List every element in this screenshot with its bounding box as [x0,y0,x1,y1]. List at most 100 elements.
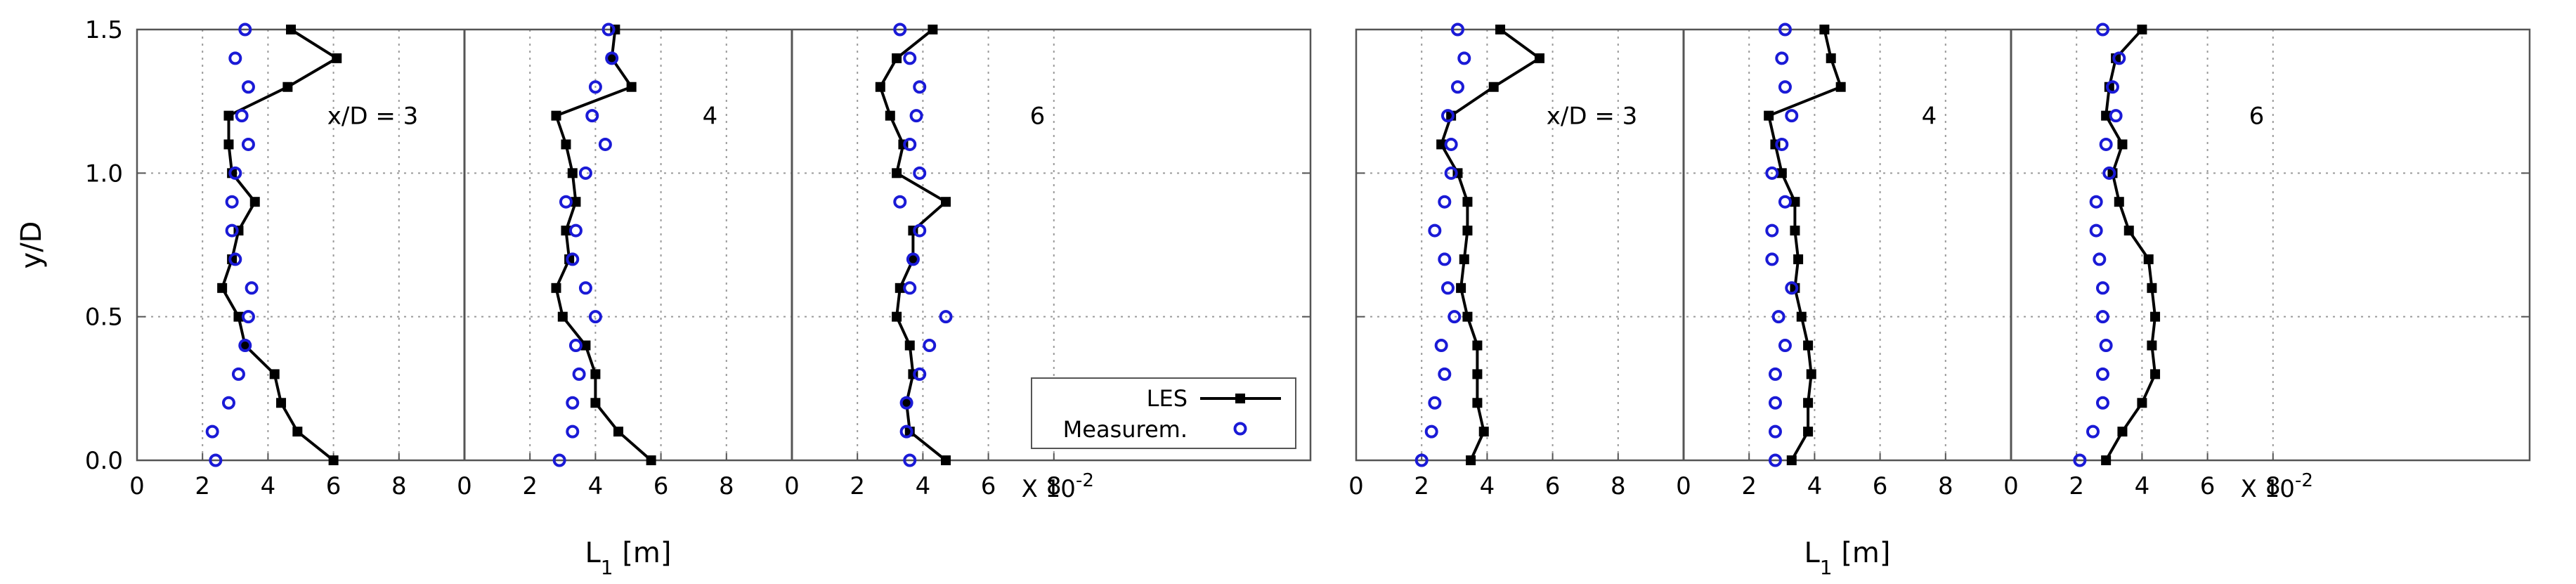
y-tick-label: 0.5 [85,304,123,332]
measurement-point [228,51,242,65]
measurement-point [1434,339,1448,353]
les-point [276,398,287,408]
station-label: 6 [2249,103,2265,131]
legend-box [1031,377,1296,449]
measurement-point [2089,195,2103,209]
les-point [269,369,280,379]
les-point [2117,427,2128,437]
measurement-point [572,367,586,381]
les-point [1776,168,1787,179]
measurement-point [1785,109,1799,123]
measurement-point [1438,252,1452,266]
x-axis-label-unit: [m] [613,537,672,569]
les-point [590,398,601,408]
les-point [1534,53,1544,63]
les-point [233,311,244,322]
x-tick-label: 4 [1480,472,1495,500]
les-point [885,110,895,121]
les-point [1803,340,1814,351]
x-tick-label: 6 [326,472,341,500]
measurement-point [1775,137,1789,151]
x-tick-label: 2 [195,472,210,500]
measurement-point [1440,109,1455,123]
les-point [2150,311,2161,322]
les-point [2147,283,2157,293]
les-point [567,168,578,179]
x-tick-label: 2 [2069,472,2084,500]
measurement-point [2099,339,2113,353]
les-point [1478,427,1489,437]
les-point [1790,197,1800,207]
measurement-point [2095,22,2109,37]
legend-marker-measurement [1233,422,1247,436]
measurement-point [2102,166,2116,180]
measurement-point [552,453,566,467]
les-point [217,283,228,293]
measurement-point [903,281,917,295]
measurement-point [228,166,242,180]
x-tick-label: 2 [1741,472,1757,500]
plot-frame-1 [1355,28,2531,462]
measurement-point [1768,424,1782,439]
measurement-point [241,80,255,94]
measurement-point [605,51,619,65]
les-point [646,455,656,465]
les-point [1495,25,1506,34]
les-point [282,82,293,92]
measurement-point [1450,80,1464,94]
plot-frame-0 [136,28,1312,462]
les-point [928,25,938,34]
les-point [249,197,260,207]
x-tick-label: 4 [588,472,604,500]
x-axis-label-main: L [1804,537,1820,569]
les-point [941,455,951,465]
measurement-point [1785,281,1799,295]
measurement-point [1778,22,1792,37]
les-point [240,340,250,351]
measurement-point [566,396,580,410]
les-point [613,427,624,437]
measurement-point [1428,223,1442,238]
station-label: 4 [1922,103,1937,131]
les-point [557,311,568,322]
les-point [875,82,885,92]
measurement-point [893,195,907,209]
measurement-point [913,80,927,94]
measurement-point [899,424,913,439]
measurement-point [598,137,612,151]
station-label: 4 [703,103,718,131]
measurement-point [578,281,592,295]
les-point [1436,139,1447,150]
les-point [1803,427,1814,437]
les-point [1790,226,1800,236]
les-point [286,25,297,34]
les-point [1764,110,1774,121]
measurement-point [568,223,583,238]
x-axis-label-unit: [m] [1833,537,1891,569]
les-point [1466,455,1476,465]
les-point [2137,398,2147,408]
measurement-point [225,195,239,209]
measurement-point [225,223,239,238]
les-line [221,28,340,462]
x-tick-label: 2 [1414,472,1429,500]
measurement-point [909,109,923,123]
x-tick-label: 4 [1807,472,1823,500]
x-tick-label: 4 [916,472,931,500]
x-tick-label: 8 [1938,472,1953,500]
series-layer [205,22,2161,467]
y-axis-label: y/D [15,221,48,269]
x-tick-label: 6 [981,472,996,500]
measurement-point [913,367,927,381]
measurement-point [2089,223,2103,238]
les-point [223,139,234,150]
les-point [1456,283,1466,293]
measurement-point [906,252,920,266]
measurement-point [2109,109,2123,123]
measurement-point [1448,310,1462,324]
measurement-point [1765,223,1779,238]
measurement-point [1457,51,1471,65]
measurement-point [238,22,252,37]
legend-layer: LES Measurem. [1031,377,1296,449]
measurement-point [1444,137,1458,151]
